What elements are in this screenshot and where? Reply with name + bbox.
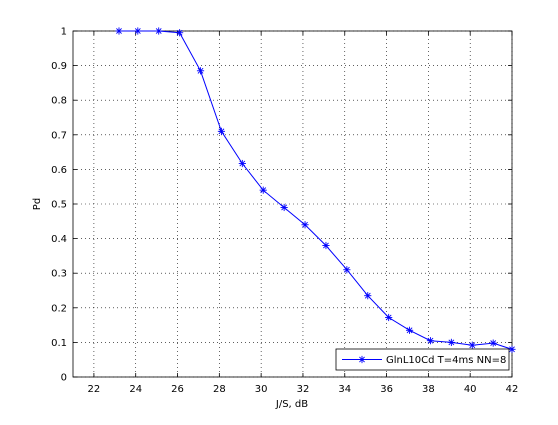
data-point-marker <box>196 67 205 75</box>
x-tick-label: 42 <box>506 384 519 395</box>
y-tick-label: 0.1 <box>51 338 67 349</box>
y-tick-label: 0.5 <box>51 200 67 211</box>
y-tick-label: 1 <box>61 27 67 38</box>
data-point-marker <box>364 292 372 300</box>
data-point-marker <box>508 345 516 353</box>
x-tick-labels: 22 24 26 28 30 32 34 36 38 40 42 <box>88 384 519 395</box>
data-point-marker <box>489 339 497 347</box>
legend-marker <box>358 355 366 364</box>
y-axis-label: Pd <box>32 198 43 210</box>
y-tick-label: 0.6 <box>51 165 67 176</box>
data-point-marker <box>217 127 226 135</box>
y-tick-label: 0.9 <box>51 61 67 72</box>
data-point-marker <box>343 266 351 274</box>
x-tick-label: 22 <box>88 384 101 395</box>
data-point-marker <box>134 27 142 35</box>
data-point-marker <box>447 338 455 346</box>
y-tick-label: 0.2 <box>51 303 67 314</box>
y-tick-label: 0.4 <box>51 234 67 245</box>
data-point-marker <box>259 186 267 194</box>
x-tick-label: 24 <box>129 384 142 395</box>
x-tick-label: 38 <box>422 384 435 395</box>
data-point-marker <box>301 221 309 229</box>
legend-box <box>335 348 510 371</box>
data-point-marker <box>115 27 123 35</box>
x-tick-label: 40 <box>464 384 477 395</box>
y-tick-label: 0.7 <box>51 130 67 141</box>
data-point-marker <box>468 341 476 349</box>
y-tick-label: 0.3 <box>51 269 67 280</box>
y-tick-labels: 0 0.1 0.2 0.3 0.4 0.5 0.6 0.7 0.8 0.9 1 <box>51 27 67 384</box>
data-point-marker <box>405 326 414 334</box>
data-point-marker <box>238 159 246 168</box>
data-point-marker <box>426 337 435 345</box>
plot-area <box>72 30 513 378</box>
legend-label: GlnL10Cd T=4ms NN=8 <box>386 355 506 366</box>
data-point-marker <box>176 29 184 37</box>
series-layer <box>115 27 516 353</box>
legend-marker-asterisk <box>358 355 366 364</box>
data-point-marker <box>385 313 393 322</box>
x-tick-label: 32 <box>297 384 310 395</box>
x-tick-label: 34 <box>338 384 351 395</box>
y-tick-label: 0 <box>61 373 67 384</box>
data-point-marker <box>280 203 288 212</box>
x-tick-label: 30 <box>255 384 268 395</box>
axis-ticks <box>73 30 513 378</box>
y-tick-label: 0.8 <box>51 96 67 107</box>
x-tick-label: 28 <box>213 384 226 395</box>
x-tick-label: 36 <box>380 384 393 395</box>
legend: GlnL10Cd T=4ms NN=8 <box>335 348 510 371</box>
data-point-marker <box>155 27 163 35</box>
x-axis-label: J/S, dB <box>275 399 308 410</box>
x-tick-label: 26 <box>171 384 184 395</box>
data-point-marker <box>322 241 330 250</box>
